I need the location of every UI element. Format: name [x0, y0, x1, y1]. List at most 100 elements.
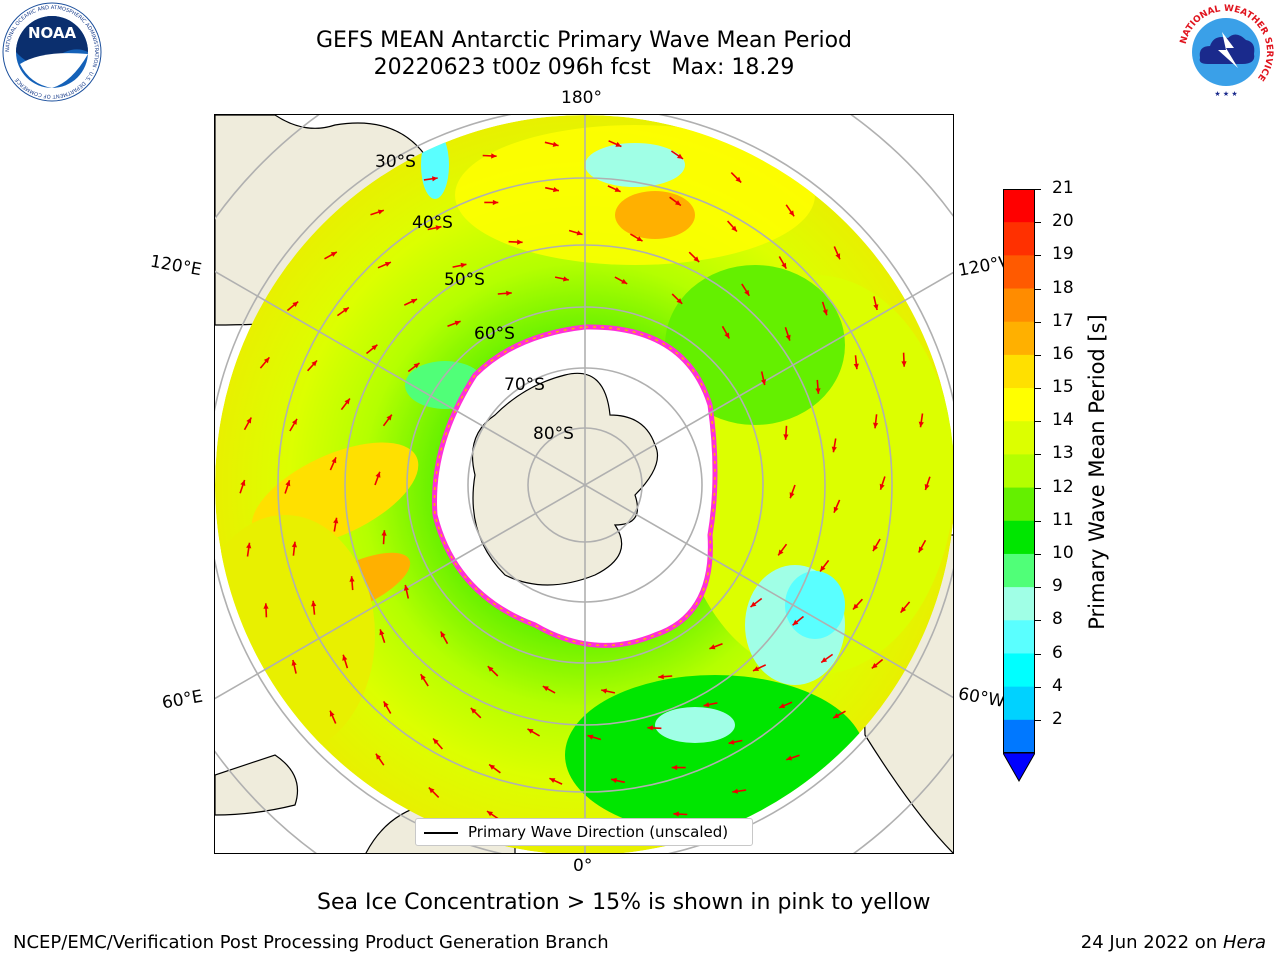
colorbar-swatch: [1003, 421, 1035, 455]
wave-arrow-head: [375, 753, 382, 760]
noaa-logo-text: NOAA: [28, 24, 77, 42]
wave-direction-arrows: [239, 140, 931, 830]
wave-arrow-head: [311, 600, 317, 607]
colorbar-tick-mark: [1035, 222, 1041, 224]
colorbar-tick-label: 14: [1052, 410, 1074, 431]
wave-arrow-head: [440, 631, 446, 638]
wave-arrow-head: [693, 256, 700, 262]
colorbar-tick-mark: [1035, 487, 1041, 489]
wave-arrow-head: [677, 153, 683, 159]
wave-arrow-head: [732, 788, 738, 794]
wave-arrow-head: [491, 153, 497, 159]
wave-arrow-head: [786, 755, 793, 761]
colorbar: [1002, 189, 1036, 787]
wave-arrow-head: [329, 710, 335, 717]
lat-label-60s: 60°S: [474, 324, 515, 344]
wave-arrow-head: [647, 725, 653, 731]
legend-label: Primary Wave Direction (unscaled): [468, 823, 729, 841]
wave-arrow-head: [873, 545, 878, 552]
colorbar-tick-mark: [1035, 321, 1041, 323]
wave-arrow-head: [671, 764, 678, 771]
colorbar-tick-mark: [1035, 719, 1041, 721]
colorbar-swatch: [1003, 487, 1035, 522]
colorbar-tick-mark: [1035, 454, 1041, 456]
lat-label-40s: 40°S: [412, 213, 453, 233]
wave-arrow-head: [611, 777, 617, 783]
wave-arrow-head: [342, 307, 349, 313]
footer-date: 24 Jun 2022 on: [1080, 932, 1223, 953]
wave-arrow-head: [636, 236, 643, 242]
wave-arrow-head: [386, 414, 392, 421]
wave-arrow-head: [822, 309, 828, 316]
wave-arrow-head: [383, 701, 389, 708]
colorbar-swatch: [1003, 388, 1035, 422]
colorbar-tick-label: 20: [1052, 211, 1074, 232]
wave-arrow-head: [454, 320, 461, 326]
wave-arrow-head: [731, 225, 737, 232]
colorbar-tick-label: 12: [1052, 476, 1074, 497]
wave-arrow-head: [614, 187, 621, 192]
wave-arrow-head: [291, 541, 297, 548]
wave-arrow-head: [517, 239, 523, 245]
wave-arrow-head: [379, 629, 385, 636]
wave-arrow-head: [292, 418, 297, 425]
lon-label-0: 0°: [573, 856, 593, 876]
wave-arrow-head: [873, 422, 879, 429]
colorbar-swatch: [1003, 520, 1035, 555]
wave-arrow-head: [371, 344, 378, 351]
wave-arrow-head: [375, 471, 381, 478]
lat-label-70s: 70°S: [504, 375, 545, 395]
colorbar-swatch: [1003, 719, 1035, 754]
wave-arrow-head: [820, 565, 826, 572]
wave-arrow-head: [411, 299, 417, 304]
map-legend: Primary Wave Direction (unscaled): [415, 818, 753, 846]
wave-arrow-head: [470, 708, 477, 714]
wave-arrow-head: [377, 209, 384, 215]
wave-arrow-head: [785, 334, 791, 341]
wave-arrow-head: [831, 446, 837, 453]
wave-arrow-head: [492, 199, 499, 206]
wave-arrow-head: [728, 739, 735, 745]
wave-arrow-head: [587, 734, 594, 740]
wave-arrow-head: [924, 484, 930, 490]
wave-arrow-head: [240, 480, 246, 486]
wave-arrow-head: [246, 417, 252, 424]
wave-arrow-head: [781, 262, 787, 269]
wave-arrow-head: [552, 141, 559, 147]
colorbar-tick-label: 18: [1052, 277, 1074, 298]
colorbar-label: Primary Wave Mean Period [s]: [1085, 314, 1109, 630]
colorbar-swatch: [1003, 686, 1035, 721]
colorbar-tick-mark: [1035, 686, 1041, 688]
wave-arrow-head: [331, 457, 337, 464]
wave-arrow-head: [311, 360, 317, 367]
colorbar-tick-label: 11: [1052, 509, 1074, 530]
lat-label-30s: 30°S: [375, 152, 416, 172]
wave-arrow-head: [815, 388, 821, 394]
wave-arrow-head: [873, 304, 879, 310]
sea-ice-note: Sea Ice Concentration > 15% is shown in …: [317, 890, 931, 915]
wave-arrow-head: [291, 660, 297, 666]
wave-arrow-head: [489, 764, 495, 770]
colorbar-extend-arrow: [1002, 752, 1036, 783]
colorbar-tick-mark: [1035, 354, 1041, 356]
colorbar-tick-label: 19: [1052, 244, 1074, 265]
wave-arrow-head: [853, 363, 859, 370]
wave-arrow-head: [330, 252, 337, 257]
wave-arrow-head: [833, 713, 840, 718]
wave-arrow-head: [263, 357, 270, 364]
wave-arrow-head: [381, 530, 387, 536]
colorbar-tick-mark: [1035, 587, 1041, 589]
colorbar-tick-mark: [1035, 653, 1041, 655]
wave-arrow-head: [833, 506, 839, 513]
wave-arrow-head: [709, 644, 716, 650]
wave-arrow-head: [487, 666, 494, 672]
colorbar-swatch: [1003, 222, 1035, 256]
wave-arrow-head: [487, 811, 493, 817]
colorbar-tick-label: 8: [1052, 609, 1063, 630]
wave-arrow-head: [413, 363, 420, 369]
wave-arrow-head: [735, 176, 742, 183]
lon-label-120e: 120°E: [148, 251, 204, 281]
colorbar-swatch: [1003, 620, 1035, 654]
wave-arrow-head: [753, 666, 759, 671]
wave-arrow-head: [420, 674, 426, 681]
